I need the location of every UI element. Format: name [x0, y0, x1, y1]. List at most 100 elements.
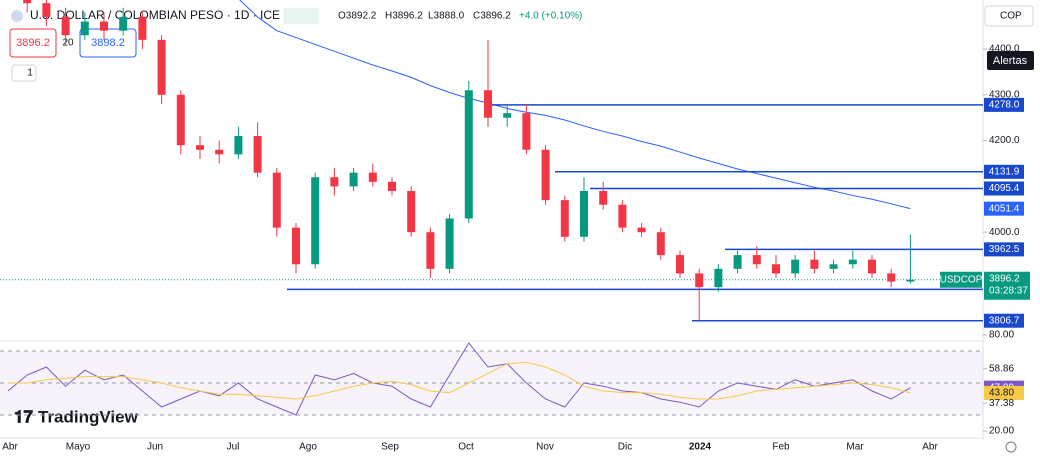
ohlc-value: O3892.2	[338, 11, 377, 22]
candle-body	[887, 273, 896, 282]
candle-body	[714, 268, 723, 288]
candle-body	[656, 232, 665, 256]
candle-body	[445, 218, 454, 269]
candle-body	[330, 177, 339, 187]
x-tick-label: Jun	[147, 442, 163, 453]
logo-mark: 𝟏𝟕	[14, 407, 33, 426]
candle-body	[676, 255, 684, 274]
candle-body	[234, 136, 243, 155]
settings-icon[interactable]	[1005, 441, 1017, 453]
candle-body	[503, 113, 512, 118]
candle-body	[196, 145, 204, 150]
status-badge[interactable]	[283, 8, 319, 24]
candle-body	[253, 136, 262, 173]
candle-body	[618, 204, 627, 228]
level-label: 3806.7	[989, 315, 1020, 326]
x-tick-label: Abr	[922, 442, 938, 453]
spread: 20	[62, 38, 74, 49]
candle-body	[484, 90, 492, 118]
rsi-marker-label: 37.38	[989, 398, 1014, 409]
candle-body	[23, 0, 32, 4]
x-tick-label: Mayo	[66, 442, 91, 453]
alerts-button[interactable]	[987, 51, 1034, 70]
level-tag	[984, 313, 1024, 328]
candle-body	[119, 16, 128, 31]
level-label: 4131.9	[989, 166, 1020, 177]
symbol-title: U.S. DOLLAR / COLOMBIAN PESO · 1D · ICE	[30, 8, 280, 22]
rsi-ma-line	[8, 361, 911, 400]
candle-body	[100, 21, 108, 31]
candle-body	[599, 190, 608, 205]
symbol-tag	[940, 271, 982, 288]
candle-body	[772, 264, 780, 274]
level-label: 4278.0	[989, 100, 1020, 111]
sell-price: 3896.2	[16, 37, 50, 49]
rsi-marker-label: 58.86	[989, 363, 1014, 374]
candle-body	[42, 3, 51, 17]
rsi-tick-label: 80.00	[989, 330, 1014, 341]
candle-body	[215, 149, 224, 155]
candle-body	[407, 190, 416, 233]
candle-body	[349, 172, 358, 187]
x-tick-label: Mar	[846, 442, 864, 453]
countdown: 03:28:37	[989, 285, 1028, 296]
x-tick-label: Oct	[458, 442, 474, 453]
candle-body	[368, 172, 377, 182]
candle-body	[292, 227, 300, 265]
level-tag	[984, 97, 1024, 112]
candle-body	[272, 172, 281, 228]
candle-body	[791, 259, 800, 274]
candle-body	[733, 255, 742, 269]
ohlc-value: H3896.2	[385, 11, 423, 22]
level-label: 3962.5	[989, 244, 1020, 255]
x-tick-label: Dic	[618, 442, 632, 453]
candle-body	[868, 259, 876, 274]
x-tick-label: Sep	[381, 442, 399, 453]
candle-body	[560, 200, 569, 237]
y-tick-label: 4300.0	[989, 89, 1020, 100]
candle-body	[829, 264, 838, 269]
x-tick-label: Jul	[227, 442, 240, 453]
candle-body	[637, 227, 646, 233]
candle-body	[426, 232, 435, 269]
candle-body	[138, 16, 147, 40]
flag-icon	[11, 10, 23, 22]
indicator-count: 1	[27, 68, 33, 79]
candle-body	[752, 255, 761, 265]
x-tick-label: Abr	[2, 442, 18, 453]
alerts: Alertas	[993, 55, 1028, 67]
candle-body	[61, 16, 70, 36]
sell-button[interactable]	[9, 28, 57, 58]
price-tag	[984, 271, 1030, 300]
ohlc-value: +4.0 (+0.10%)	[519, 11, 582, 22]
x-tick-label: Nov	[536, 442, 554, 453]
candle-body	[464, 90, 473, 219]
rsi-marker-tag	[984, 385, 1024, 400]
symbol: USDCOP	[940, 274, 983, 285]
ohlc-value: C3896.2	[473, 11, 511, 22]
ma-label: 4051.4	[989, 203, 1020, 214]
x-tick-label: Ago	[299, 442, 317, 453]
level-tag	[984, 164, 1024, 179]
y-tick-label: 4400.0	[989, 44, 1020, 55]
candle-body	[848, 259, 857, 265]
level-tag	[984, 181, 1024, 196]
rsi-line	[7, 342, 911, 416]
level-tag	[984, 242, 1024, 257]
buy-price: 3898.2	[91, 37, 125, 49]
candle-body	[80, 21, 89, 36]
currency-button[interactable]	[984, 5, 1034, 27]
candle-body	[157, 39, 166, 95]
indicator-toggle[interactable]	[11, 64, 37, 82]
candle-body	[388, 181, 396, 191]
x-tick-label: Feb	[772, 442, 790, 453]
candle-body	[522, 113, 531, 150]
candle-body	[176, 94, 185, 146]
y-tick-label: 4200.0	[989, 135, 1020, 146]
rsi-tick-label: 20.00	[989, 426, 1014, 437]
candle-body	[810, 259, 819, 269]
candle-body	[695, 273, 704, 288]
x-tick-label: 2024	[689, 442, 712, 453]
rsi-marker-label: 43.80	[989, 388, 1014, 399]
